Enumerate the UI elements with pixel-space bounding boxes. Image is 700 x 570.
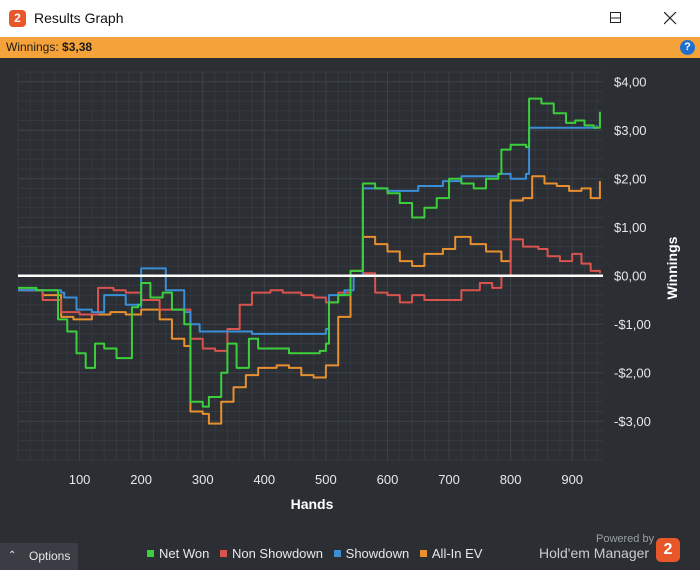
winnings-label: Winnings: [6, 40, 59, 54]
legend-item-non-showdown[interactable]: Non Showdown [219, 546, 324, 561]
maximize-button[interactable] [596, 0, 640, 37]
results-chart: 100 200 300 400 500 600 700 800 900 $4,00 $3,00 $2… [17, 71, 680, 512]
y-axis-label: Winnings [664, 236, 680, 299]
x-tick-label: 100 [69, 472, 91, 487]
series-layer [18, 97, 601, 425]
series-line-net-won [18, 97, 601, 408]
legend-label: Non Showdown [231, 546, 324, 561]
chart-legend: Net Won Non Showdown Showdown All-In EV [147, 546, 489, 562]
chevron-up-icon: ⌃ [8, 550, 17, 561]
y-tick-label: $0,00 [614, 269, 647, 284]
x-axis-ticks: 100 200 300 400 500 600 700 800 900 [69, 472, 583, 487]
y-tick-label: -$3,00 [614, 414, 651, 429]
legend-item-net-won[interactable]: Net Won [147, 546, 209, 561]
winnings-bar: Winnings: $3,38 ? [0, 37, 700, 58]
y-tick-label: $3,00 [614, 123, 647, 138]
options-label: Options [29, 549, 71, 563]
options-button[interactable]: ⌃ Options [0, 543, 78, 570]
x-tick-label: 200 [130, 472, 152, 487]
x-axis-label: Hands [291, 496, 334, 512]
y-tick-label: $4,00 [614, 75, 647, 90]
window-title: Results Graph [34, 10, 124, 26]
y-tick-label: -$1,00 [614, 317, 651, 332]
title-bar: 2 Results Graph [0, 0, 700, 37]
brand-logo-icon: 2 [656, 538, 680, 562]
legend-item-showdown[interactable]: Showdown [333, 546, 410, 561]
legend-swatch [147, 550, 154, 558]
legend-swatch [333, 550, 341, 558]
legend-swatch [419, 550, 427, 558]
x-tick-label: 600 [377, 472, 399, 487]
major-gridlines [18, 72, 603, 460]
x-tick-label: 800 [500, 472, 522, 487]
y-tick-label: $2,00 [614, 172, 647, 187]
minimize-icon [610, 17, 621, 19]
close-button[interactable] [648, 0, 700, 37]
help-icon[interactable]: ? [680, 40, 695, 55]
winnings-summary: Winnings: $3,38 [6, 40, 92, 54]
series-line-all-in-ev [18, 175, 601, 425]
y-axis-ticks: $4,00 $3,00 $2,00 $1,00 $0,00 -$1,00 -$2,00 -$3… [614, 75, 651, 430]
close-icon [664, 12, 677, 25]
x-tick-label: 300 [192, 472, 214, 487]
powered-by-text: Powered by [596, 533, 655, 545]
legend-item-all-in-ev[interactable]: All-In EV [419, 546, 483, 561]
x-tick-label: 400 [253, 472, 275, 487]
x-tick-label: 900 [561, 472, 583, 487]
y-tick-label: -$2,00 [614, 366, 651, 381]
winnings-value: $3,38 [62, 40, 93, 54]
legend-label: Net Won [159, 546, 210, 561]
minimize-button[interactable] [590, 0, 642, 37]
legend-swatch [219, 550, 227, 558]
app-logo-icon: 2 [9, 10, 26, 27]
y-tick-label: $1,00 [614, 220, 647, 235]
legend-label: All-In EV [431, 546, 483, 561]
legend-label: Showdown [345, 546, 410, 561]
brand-name: Hold'em Manager [539, 545, 650, 561]
x-tick-label: 500 [315, 472, 337, 487]
x-tick-label: 700 [438, 472, 460, 487]
maximize-icon [610, 12, 621, 23]
